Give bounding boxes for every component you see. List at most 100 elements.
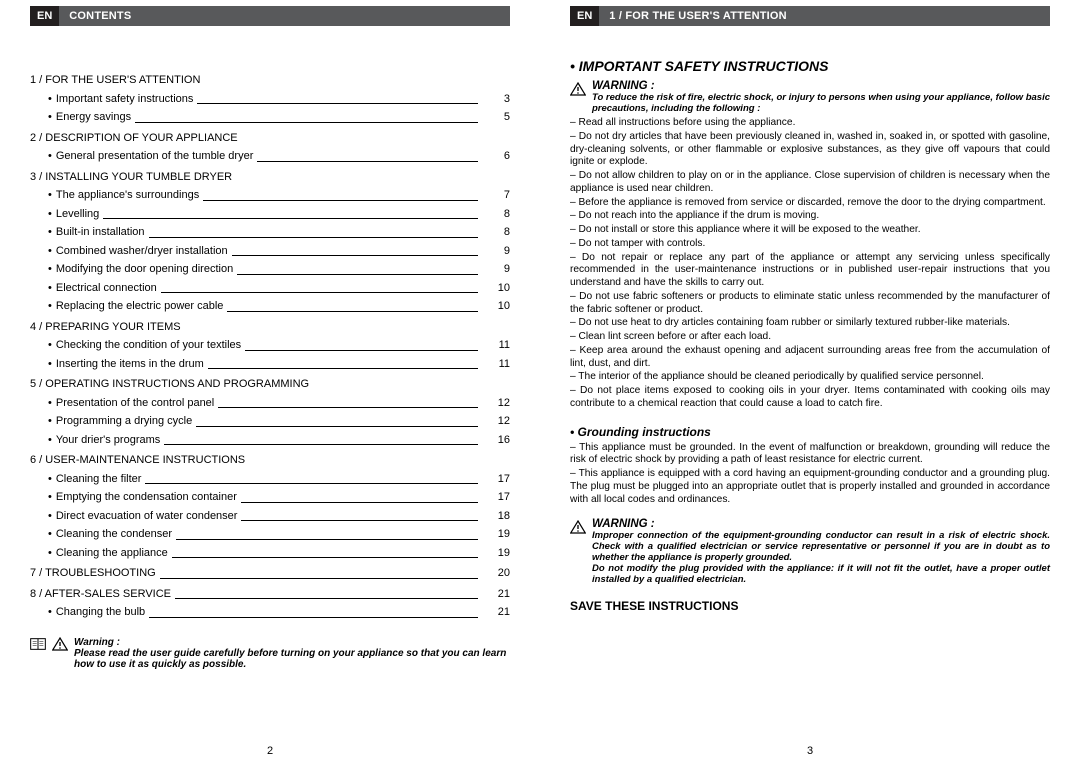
toc-row: •Energy savings5 xyxy=(48,109,510,126)
toc-row: •Changing the bulb21 xyxy=(48,604,510,621)
toc-page-number: 10 xyxy=(490,280,510,297)
toc-page-number: 6 xyxy=(490,148,510,165)
bullet-item: – This appliance is equipped with a cord… xyxy=(570,468,1050,506)
toc-page-number: 17 xyxy=(490,489,510,506)
left-page: EN CONTENTS 1 / FOR THE USER'S ATTENTION… xyxy=(0,0,540,763)
header-lang: EN xyxy=(570,6,599,26)
left-header: EN CONTENTS xyxy=(30,6,510,26)
toc-row-label: Levelling xyxy=(56,206,99,223)
right-body: • IMPORTANT SAFETY INSTRUCTIONS WARNING … xyxy=(570,40,1050,613)
warning-icons xyxy=(30,637,68,651)
book-icon xyxy=(30,637,46,651)
toc-row: •The appliance's surroundings7 xyxy=(48,187,510,204)
warning-body: Warning : Please read the user guide car… xyxy=(74,637,510,670)
toc-row-label: Programming a drying cycle xyxy=(56,413,192,430)
warning-1-title: WARNING : xyxy=(592,80,1050,92)
toc-page-number: 16 xyxy=(490,432,510,449)
toc-row: •Emptying the condensation container17 xyxy=(48,489,510,506)
toc-row-label: Combined washer/dryer installation xyxy=(56,243,228,260)
toc-row: •General presentation of the tumble drye… xyxy=(48,148,510,165)
bullet-item: – Clean lint screen before or after each… xyxy=(570,331,1050,344)
header-title: 1 / FOR THE USER'S ATTENTION xyxy=(609,10,787,22)
toc-row: •Cleaning the appliance19 xyxy=(48,545,510,562)
toc-row-label: Presentation of the control panel xyxy=(56,395,214,412)
toc-row-label: Electrical connection xyxy=(56,280,157,297)
toc-page-number: 8 xyxy=(490,224,510,241)
toc-section-row: 8 / AFTER-SALES SERVICE21 xyxy=(30,586,510,603)
bullet-item: – The interior of the appliance should b… xyxy=(570,371,1050,384)
toc-row: •Levelling8 xyxy=(48,206,510,223)
table-of-contents: 1 / FOR THE USER'S ATTENTION •Important s… xyxy=(30,68,510,623)
warning-2-title: WARNING : xyxy=(592,518,1050,530)
warning-2-text: Improper connection of the equipment-gro… xyxy=(592,530,1050,563)
toc-row-label: Cleaning the appliance xyxy=(56,545,168,562)
bullet-item: – Do not dry articles that have been pre… xyxy=(570,131,1050,169)
toc-row-label: General presentation of the tumble dryer xyxy=(56,148,254,165)
toc-page-number: 10 xyxy=(490,298,510,315)
toc-page-number: 21 xyxy=(490,604,510,621)
bullet-item: – Do not reach into the appliance if the… xyxy=(570,210,1050,223)
bullet-item: – Do not allow children to play on or in… xyxy=(570,170,1050,196)
toc-page-number: 7 xyxy=(490,187,510,204)
bullet-item: – Before the appliance is removed from s… xyxy=(570,197,1050,210)
toc-row-label: The appliance's surroundings xyxy=(56,187,199,204)
toc-section-title: 8 / AFTER-SALES SERVICE xyxy=(30,586,171,603)
bullet-item: – Do not install or store this appliance… xyxy=(570,224,1050,237)
grounding-title: • Grounding instructions xyxy=(570,425,1050,439)
toc-page-number: 9 xyxy=(490,261,510,278)
toc-section-row: 7 / TROUBLESHOOTING20 xyxy=(30,565,510,582)
toc-row-label: Changing the bulb xyxy=(56,604,145,621)
toc-row: •Checking the condition of your textiles… xyxy=(48,337,510,354)
toc-page-number: 20 xyxy=(490,565,510,582)
warning-triangle-icon xyxy=(570,82,586,96)
toc-row-label: Important safety instructions xyxy=(56,91,194,108)
toc-section-title: 1 / FOR THE USER'S ATTENTION xyxy=(30,72,510,89)
toc-row-label: Inserting the items in the drum xyxy=(56,356,204,373)
header-lang: EN xyxy=(30,6,59,26)
grounding-bullet-list: – This appliance must be grounded. In th… xyxy=(570,442,1050,507)
toc-page-number: 5 xyxy=(490,109,510,126)
toc-page-number: 18 xyxy=(490,508,510,525)
warning-triangle-icon xyxy=(52,637,68,651)
toc-page-number: 9 xyxy=(490,243,510,260)
toc-row: •Replacing the electric power cable10 xyxy=(48,298,510,315)
important-safety-title: • IMPORTANT SAFETY INSTRUCTIONS xyxy=(570,58,1050,74)
toc-row: •Inserting the items in the drum11 xyxy=(48,356,510,373)
toc-row-label: Emptying the condensation container xyxy=(56,489,237,506)
toc-row-label: Direct evacuation of water condenser xyxy=(56,508,238,525)
save-instructions-title: SAVE THESE INSTRUCTIONS xyxy=(570,599,1050,613)
toc-row-label: Replacing the electric power cable xyxy=(56,298,224,315)
toc-section-title: 2 / DESCRIPTION OF YOUR APPLIANCE xyxy=(30,130,510,147)
toc-page-number: 19 xyxy=(490,545,510,562)
toc-row-label: Cleaning the condenser xyxy=(56,526,172,543)
toc-section-title: 6 / USER-MAINTENANCE INSTRUCTIONS xyxy=(30,452,510,469)
warning-block-1: WARNING : To reduce the risk of fire, el… xyxy=(570,80,1050,114)
right-page: EN 1 / FOR THE USER'S ATTENTION • IMPORT… xyxy=(540,0,1080,763)
warning-1-text: To reduce the risk of fire, electric sho… xyxy=(592,92,1050,114)
toc-section-title: 4 / PREPARING YOUR ITEMS xyxy=(30,319,510,336)
toc-row: •Modifying the door opening direction9 xyxy=(48,261,510,278)
toc-row: •Your drier's programs16 xyxy=(48,432,510,449)
bullet-item: – Do not place items exposed to cooking … xyxy=(570,385,1050,411)
warning-block-2: WARNING : Improper connection of the equ… xyxy=(570,518,1050,585)
toc-page-number: 8 xyxy=(490,206,510,223)
bullet-item: – Do not repair or replace any part of t… xyxy=(570,252,1050,290)
toc-row: •Important safety instructions3 xyxy=(48,91,510,108)
warning-title: Warning : xyxy=(74,637,120,648)
bullet-item: – Do not use fabric softeners or product… xyxy=(570,291,1050,317)
toc-row: •Cleaning the condenser19 xyxy=(48,526,510,543)
bullet-item: – Do not tamper with controls. xyxy=(570,238,1050,251)
toc-row-label: Energy savings xyxy=(56,109,131,126)
toc-row: •Electrical connection10 xyxy=(48,280,510,297)
right-page-number: 3 xyxy=(570,737,1050,757)
toc-page-number: 17 xyxy=(490,471,510,488)
toc-page-number: 19 xyxy=(490,526,510,543)
toc-row-label: Modifying the door opening direction xyxy=(56,261,233,278)
toc-section-title: 3 / INSTALLING YOUR TUMBLE DRYER xyxy=(30,169,510,186)
safety-bullet-list: – Read all instructions before using the… xyxy=(570,117,1050,411)
warning-triangle-icon xyxy=(570,520,586,534)
toc-row: •Cleaning the filter17 xyxy=(48,471,510,488)
toc-row-label: Your drier's programs xyxy=(56,432,160,449)
toc-page-number: 12 xyxy=(490,413,510,430)
toc-row: •Programming a drying cycle12 xyxy=(48,413,510,430)
